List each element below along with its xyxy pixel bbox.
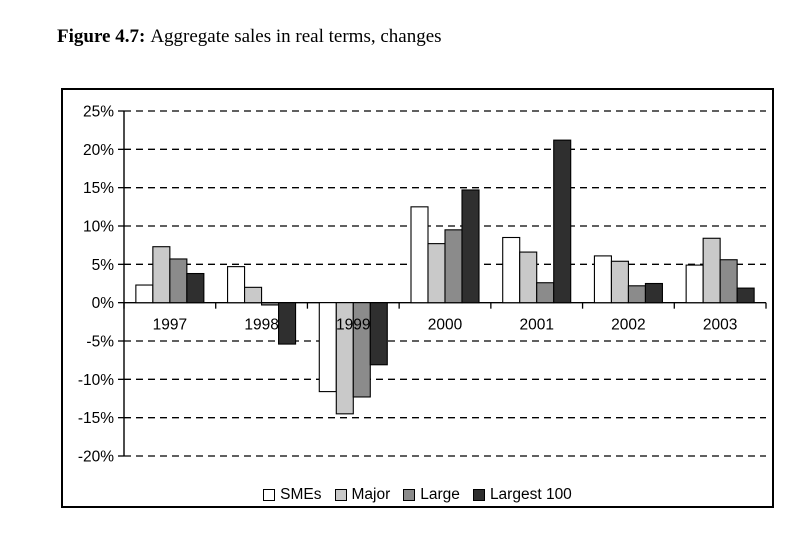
bar-Major-2000: [427, 243, 446, 304]
bar-Large-1998: [261, 302, 280, 306]
bar-Largest-100-1998: [278, 302, 297, 345]
bar-Major-1998: [244, 286, 263, 304]
legend-label-Major: Major: [351, 486, 391, 503]
bar-Large-2002: [627, 285, 646, 304]
y-axis-label-15: 15%: [83, 180, 114, 197]
y-axis-label-20: 20%: [83, 142, 114, 159]
bar-Large-1997: [169, 258, 188, 304]
y-axis-label-0: 0%: [92, 295, 115, 312]
chart-box: 25% 20% 15% 10% 5% 0% -5% -10% -15% -20% 1997 1998 1…: [61, 88, 774, 508]
bar-SMEs-2001: [502, 236, 521, 304]
bar-chart-plot: 25% 20% 15% 10% 5% 0% -5% -10% -15% -20% 1997 1998 1…: [78, 104, 767, 466]
bar-Largest-100-1997: [186, 272, 205, 304]
legend-item-Largest-100: Largest 100: [472, 486, 572, 504]
y-axis-label-10: 10%: [83, 219, 114, 236]
bar-Major-2003: [702, 237, 721, 304]
y-axis-label--10: -10%: [78, 372, 114, 389]
y-axis-label--15: -15%: [78, 410, 114, 427]
figure-title-caption: Aggregate sales in real terms, changes: [150, 26, 442, 47]
bar-Largest-100-1999: [369, 302, 388, 366]
bar-Largest-100-2001: [553, 139, 572, 304]
bar-SMEs-2000: [410, 206, 429, 304]
legend-label-Largest-100: Largest 100: [489, 486, 572, 503]
chart-legend: SMEs Major Large Largest 100: [63, 486, 772, 504]
bar-SMEs-1998: [227, 266, 246, 304]
legend-swatch-Major: [334, 489, 347, 501]
legend-swatch-Largest-100: [472, 489, 485, 501]
bar-SMEs-1999: [318, 302, 337, 393]
y-axis-label-5: 5%: [92, 257, 115, 274]
x-axis-label-2002: 2002: [611, 317, 645, 334]
legend-swatch-SMEs: [263, 489, 276, 501]
y-axis-label-25: 25%: [83, 104, 114, 121]
legend-item-Large: Large: [403, 486, 460, 504]
bar-Largest-100-2003: [736, 287, 755, 304]
bar-Largest-100-2002: [644, 282, 663, 304]
bar-Large-2003: [719, 259, 738, 304]
bar-SMEs-2003: [685, 264, 704, 304]
x-axis-label-2000: 2000: [428, 317, 463, 334]
bar-SMEs-1997: [135, 284, 154, 304]
x-axis-label-2003: 2003: [703, 317, 737, 334]
y-axis-label--5: -5%: [86, 334, 114, 351]
bar-SMEs-2002: [593, 255, 612, 304]
bar-Major-2001: [519, 251, 538, 304]
x-axis-label-1997: 1997: [153, 317, 187, 334]
legend-label-Large: Large: [420, 486, 460, 503]
figure-title-label: Figure 4.7:: [57, 26, 146, 47]
x-axis-label-1998: 1998: [244, 317, 278, 334]
legend-swatch-Large: [403, 489, 416, 501]
x-axis-label-1999: 1999: [336, 317, 370, 334]
y-axis-label--20: -20%: [78, 449, 114, 466]
bar-Large-2001: [536, 282, 555, 304]
legend-item-Major: Major: [334, 486, 391, 504]
bar-Largest-100-2000: [461, 189, 480, 304]
bar-Major-2002: [610, 260, 629, 304]
bar-Large-2000: [444, 229, 463, 304]
legend-label-SMEs: SMEs: [280, 486, 322, 503]
bar-Major-1997: [152, 246, 171, 304]
x-axis-label-2001: 2001: [519, 317, 553, 334]
legend-item-SMEs: SMEs: [263, 486, 322, 504]
figure-title: Figure 4.7: Aggregate sales in real terms…: [57, 26, 442, 48]
